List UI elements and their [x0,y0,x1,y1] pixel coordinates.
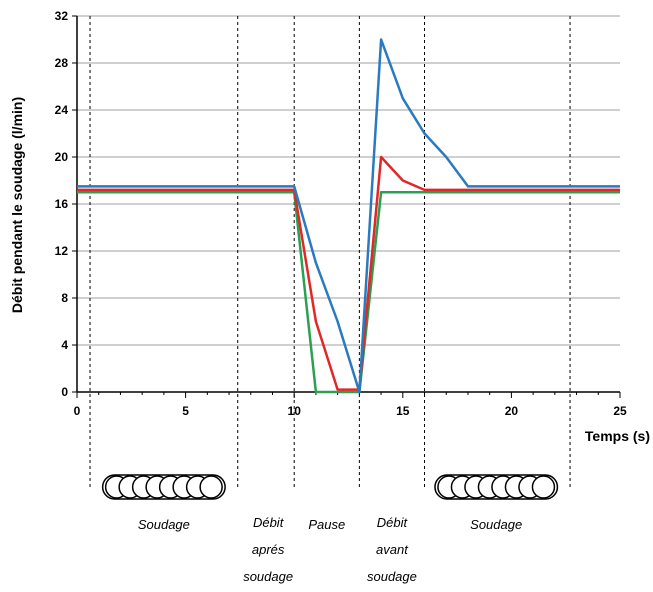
series-lines [77,38,620,394]
y-tick-label-12: 12 [55,244,69,258]
y-tick-label-0: 0 [61,385,68,399]
x-tick-label-0: 0 [74,404,81,418]
series-line-0 [77,38,620,394]
phase-label-2-0: Pause [308,517,345,532]
y-axis-title: Débit pendant le soudage (l/min) [9,97,25,313]
tick-labels: 0 4 8 12 16 20 24 28 32 0 5 10 15 20 25 [55,9,627,418]
y-tick-label-4: 4 [61,338,68,352]
y-tick-label-8: 8 [61,291,68,305]
y-tick-label-20: 20 [55,150,69,164]
x-axis-title: Temps (s) [585,428,650,444]
y-tick-label-28: 28 [55,56,69,70]
phase-label-0-0: Soudage [138,517,190,532]
x-tick-label-25: 25 [613,404,627,418]
y-tick-label-24: 24 [55,103,69,117]
y-tick-label-32: 32 [55,9,69,23]
phase-label-4-0: Soudage [470,517,522,532]
x-tick-label-20: 20 [505,404,519,418]
welding-coil-icon-4 [434,474,559,500]
x-tick-label-15: 15 [396,404,410,418]
welding-coils [101,474,559,500]
phase-boundaries [89,16,571,490]
phase-label-1-0: Débit [253,515,285,530]
phase-label-3-1: avant [376,542,409,557]
x-tick-label-10: 10 [288,404,302,418]
x-tick-label-5: 5 [182,404,189,418]
phase-label-3-0: Débit [377,515,409,530]
phase-label-3-2: soudage [367,569,417,584]
phase-label-1-2: soudage [243,569,293,584]
coil-turn [531,475,556,499]
series-line-2 [77,191,620,394]
axes [72,15,621,398]
welding-coil-icon-0 [101,474,226,500]
phase-labels: Soudage Débit aprés soudage Pause Débit avant s… [138,515,522,584]
grid-lines [77,15,620,346]
y-tick-label-16: 16 [55,197,69,211]
coil-turn [199,475,223,499]
phase-label-1-1: aprés [252,542,285,557]
